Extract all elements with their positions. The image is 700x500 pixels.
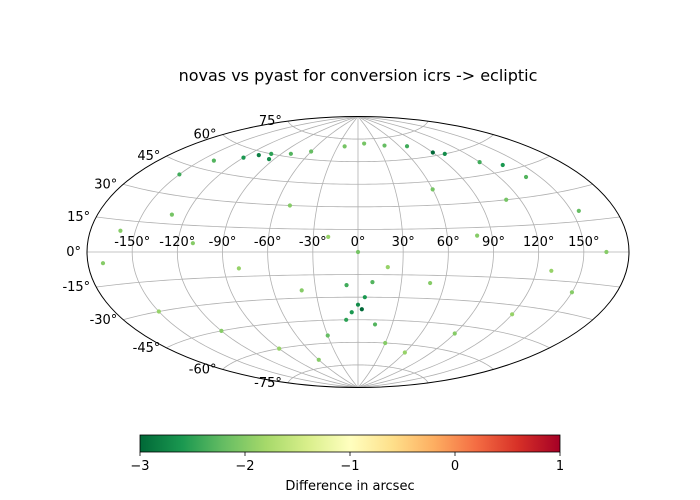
data-point xyxy=(385,265,390,270)
data-point xyxy=(266,157,272,162)
data-point xyxy=(344,283,349,288)
y-tick-label: 60° xyxy=(193,128,216,143)
y-tick-label: 15° xyxy=(67,210,90,225)
data-point xyxy=(370,280,375,285)
data-point xyxy=(372,322,378,327)
data-point xyxy=(269,151,274,156)
data-point xyxy=(442,151,447,156)
data-point xyxy=(325,333,330,338)
data-point xyxy=(190,241,195,246)
parallel-line xyxy=(222,341,494,370)
x-tick-label: 30° xyxy=(392,235,415,250)
colorbar-tick-label: −2 xyxy=(235,459,254,474)
data-point xyxy=(549,268,554,273)
data-point xyxy=(236,266,241,271)
data-points xyxy=(100,141,609,362)
data-point xyxy=(211,158,216,163)
parallel-line xyxy=(123,296,593,321)
parallel-line xyxy=(96,216,620,230)
y-tick-label: 30° xyxy=(94,177,117,192)
data-point xyxy=(156,309,161,314)
data-point xyxy=(604,249,609,255)
colorbar-tick-label: 1 xyxy=(556,459,564,474)
data-point xyxy=(309,149,314,154)
data-point xyxy=(299,288,304,293)
data-point xyxy=(256,153,261,158)
data-point xyxy=(355,249,361,255)
data-point xyxy=(475,233,480,238)
x-tick-label: -30° xyxy=(299,235,327,250)
colorbar-tick-label: −3 xyxy=(130,459,149,474)
data-point xyxy=(569,290,575,295)
data-point xyxy=(523,174,529,180)
data-point xyxy=(277,346,282,351)
y-tick-label: -15° xyxy=(62,280,90,295)
x-tick-label: -150° xyxy=(114,235,150,250)
data-point xyxy=(504,197,509,202)
tick-labels: -150° -120° -90° -60° -30° 0° 30° 60° 90° 120° 150… xyxy=(62,114,599,391)
data-point xyxy=(382,143,387,148)
y-tick-label: -75° xyxy=(254,376,282,391)
colorbar-tick-label: −1 xyxy=(340,459,359,474)
x-tick-label: -120° xyxy=(159,235,195,250)
data-point xyxy=(344,317,349,322)
data-point xyxy=(169,212,174,217)
data-point xyxy=(362,141,367,146)
data-point xyxy=(428,280,433,286)
x-tick-label: 60° xyxy=(437,235,460,250)
data-point xyxy=(430,150,435,155)
data-point xyxy=(383,340,388,346)
data-point xyxy=(316,357,321,362)
data-point xyxy=(342,144,347,149)
data-point xyxy=(355,302,361,307)
colorbar-tick-label: 0 xyxy=(451,459,459,474)
data-point xyxy=(477,160,482,165)
chart-title: novas vs pyast for conversion icrs -> ec… xyxy=(179,66,538,85)
colorbar xyxy=(139,434,561,453)
data-point xyxy=(452,331,457,336)
data-point xyxy=(326,234,331,239)
parallel-line xyxy=(287,364,429,384)
data-point xyxy=(362,295,367,300)
data-point xyxy=(288,151,293,156)
x-tick-label: -90° xyxy=(209,235,237,250)
parallel-line xyxy=(222,134,494,163)
map-boundary xyxy=(86,116,630,388)
data-point xyxy=(219,328,224,333)
data-point xyxy=(500,162,505,168)
data-point xyxy=(430,187,435,192)
x-tick-label: 0° xyxy=(351,235,366,250)
x-tick-label: 150° xyxy=(568,235,599,250)
data-point xyxy=(118,228,123,233)
y-tick-label: 75° xyxy=(259,114,282,129)
data-point xyxy=(177,172,182,177)
data-point xyxy=(510,312,515,317)
x-tick-label: 120° xyxy=(523,235,554,250)
x-tick-label: 90° xyxy=(482,235,505,250)
data-point xyxy=(349,310,354,315)
colorbar-ticks: −3 −2 −1 0 1 xyxy=(130,452,564,474)
data-point xyxy=(100,261,106,266)
parallel-line xyxy=(96,274,620,288)
y-tick-label: 0° xyxy=(66,245,81,260)
data-point xyxy=(287,203,292,208)
y-tick-label: -60° xyxy=(189,362,217,377)
parallel-line xyxy=(123,183,593,208)
parallel-line xyxy=(166,155,550,185)
y-tick-label: 45° xyxy=(137,149,160,164)
parallel-line xyxy=(287,120,429,140)
data-point xyxy=(404,144,410,149)
data-point xyxy=(402,350,407,355)
data-point xyxy=(576,208,581,213)
colorbar-label: Difference in arcsec xyxy=(285,479,414,494)
x-tick-label: -60° xyxy=(254,235,282,250)
data-point xyxy=(359,307,364,312)
y-tick-label: -30° xyxy=(90,313,118,328)
data-point xyxy=(241,155,246,160)
y-tick-label: -45° xyxy=(133,341,161,356)
